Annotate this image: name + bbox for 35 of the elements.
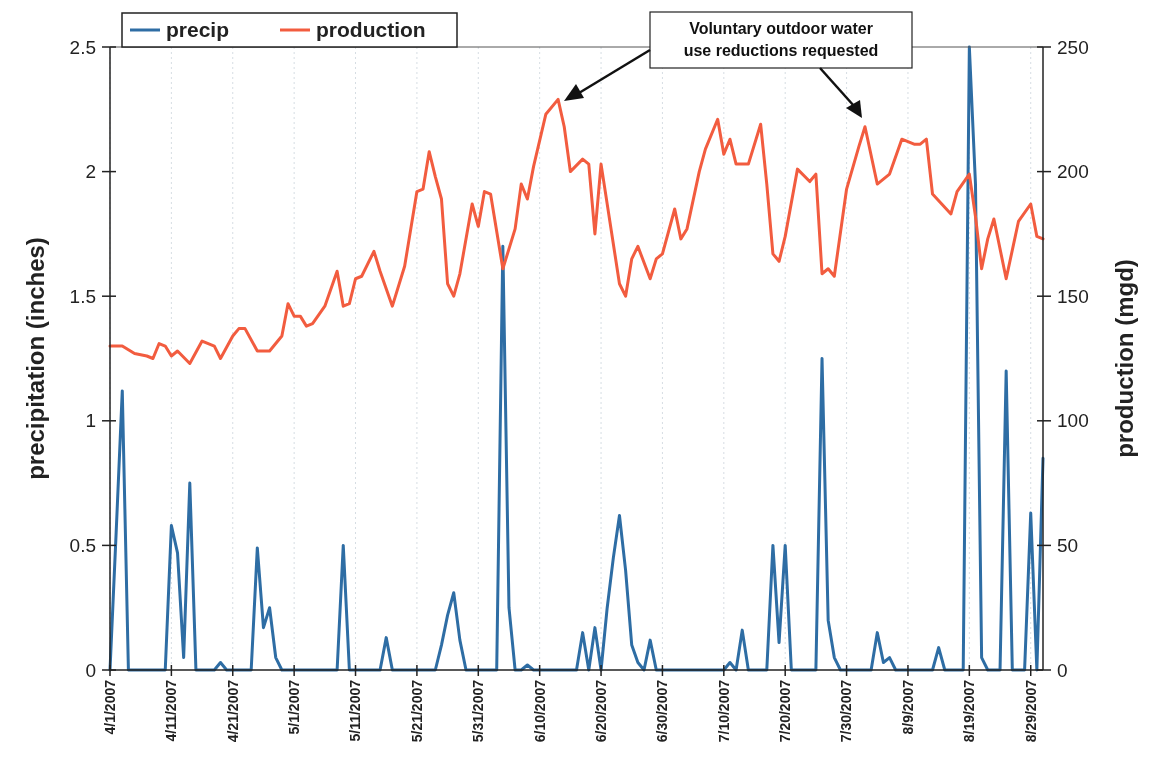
y2-tick-label: 0: [1057, 659, 1068, 681]
y2-tick-label: 250: [1057, 36, 1089, 58]
x-tick-label: 6/20/2007: [592, 679, 609, 743]
y2-axis-title: production (mgd): [1111, 259, 1138, 458]
y-tick-label: 1: [85, 410, 96, 432]
x-tick-label: 4/11/2007: [163, 679, 180, 742]
y-tick-label: 0.5: [69, 535, 96, 557]
y-tick-label: 2.5: [69, 36, 96, 58]
y-tick-label: 2: [85, 161, 96, 183]
y2-tick-label: 200: [1057, 161, 1089, 183]
x-tick-label: 5/1/2007: [286, 679, 303, 735]
legend-label: precip: [166, 18, 230, 42]
y2-tick-label: 100: [1057, 410, 1089, 432]
legend-label: production: [316, 18, 426, 42]
x-tick-label: 5/31/2007: [470, 679, 487, 743]
x-tick-label: 6/30/2007: [654, 679, 671, 743]
x-tick-label: 7/20/2007: [777, 679, 794, 743]
y-axis-title: precipitation (inches): [22, 237, 49, 480]
x-tick-label: 5/21/2007: [408, 679, 425, 743]
x-tick-label: 6/10/2007: [531, 679, 548, 743]
x-tick-label: 8/29/2007: [1022, 679, 1039, 743]
annotation: Voluntary outdoor water use reductions requested: [683, 20, 879, 59]
x-tick-label: 8/19/2007: [961, 679, 978, 743]
line-series: [108, 97, 1045, 365]
x-tick-label: 7/10/2007: [715, 679, 732, 743]
y-tick-label: 0: [85, 659, 96, 681]
line-series: [108, 45, 1045, 672]
x-tick-label: 8/9/2007: [899, 679, 916, 735]
x-tick-label: 5/11/2007: [347, 679, 364, 742]
y2-tick-label: 150: [1057, 285, 1089, 307]
y2-tick-label: 50: [1057, 535, 1079, 557]
x-tick-label: 4/1/2007: [101, 679, 118, 735]
y-tick-label: 1.5: [69, 285, 96, 307]
x-tick-label: 7/30/2007: [838, 679, 855, 743]
x-tick-label: 4/21/2007: [224, 679, 241, 743]
